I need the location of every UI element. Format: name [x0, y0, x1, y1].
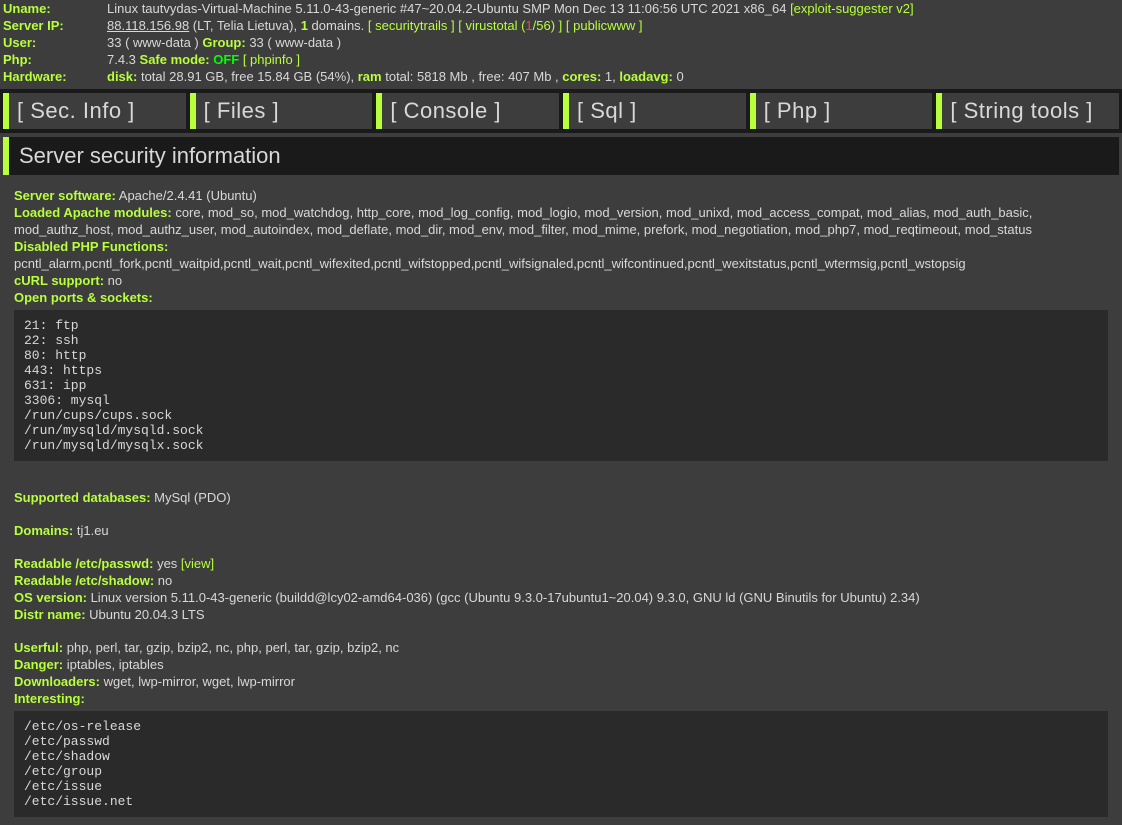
- domain-count: 1: [301, 18, 308, 33]
- tab-bar: [ Sec. Info ] [ Files ] [ Console ] [ Sq…: [0, 89, 1122, 133]
- downloaders-row: Downloaders: wget, lwp-mirror, wget, lwp…: [14, 673, 1108, 690]
- distr-label: Distr name:: [14, 607, 86, 622]
- disk-value: total 28.91 GB, free 15.84 GB (54%),: [137, 69, 357, 84]
- tab-files[interactable]: [ Files ]: [190, 93, 373, 129]
- curl-row: cURL support: no: [14, 272, 1108, 289]
- user-row: User:33 ( www-data ) Group: 33 ( www-dat…: [3, 34, 1119, 51]
- cores-value: 1,: [601, 69, 619, 84]
- uname-row: Uname:Linux tautvydas-Virtual-Machine 5.…: [3, 0, 1119, 17]
- php-row: Php:7.4.3 Safe mode: OFF [ phpinfo ]: [3, 51, 1119, 68]
- downloaders-label: Downloaders:: [14, 674, 100, 689]
- domains-row: Domains: tj1.eu: [14, 522, 1108, 539]
- disabled-fns-row: Disabled PHP Functions:: [14, 238, 1108, 255]
- ports-label-row: Open ports & sockets:: [14, 289, 1108, 306]
- tab-string-tools[interactable]: [ String tools ]: [936, 93, 1119, 129]
- distr-value: Ubuntu 20.04.3 LTS: [86, 607, 205, 622]
- spacer: [14, 473, 1108, 489]
- domains-value: tj1.eu: [73, 523, 108, 538]
- safemode-value: OFF: [210, 52, 243, 67]
- security-content: Server software: Apache/2.4.41 (Ubuntu) …: [0, 179, 1122, 825]
- exploit-suggester-link[interactable]: [exploit-suggester v2]: [790, 1, 914, 16]
- phpinfo-link[interactable]: [ phpinfo ]: [243, 52, 300, 67]
- serverip-value[interactable]: 88.118.156.98: [107, 18, 189, 33]
- userful-label: Userful:: [14, 640, 63, 655]
- disabled-fns-label: Disabled PHP Functions:: [14, 239, 168, 254]
- hardware-label: Hardware:: [3, 68, 107, 85]
- tab-console[interactable]: [ Console ]: [376, 93, 559, 129]
- shadow-value: no: [154, 573, 172, 588]
- safemode-label: Safe mode:: [140, 52, 210, 67]
- user-label: User:: [3, 34, 107, 51]
- os-label: OS version:: [14, 590, 87, 605]
- ports-label: Open ports & sockets:: [14, 290, 153, 305]
- os-row: OS version: Linux version 5.11.0-43-gene…: [14, 589, 1108, 606]
- ports-box: 21: ftp 22: ssh 80: http 443: https 631:…: [14, 310, 1108, 461]
- os-value: Linux version 5.11.0-43-generic (buildd@…: [87, 590, 920, 605]
- loadavg-value: 0: [673, 69, 684, 84]
- domains-label: Domains:: [14, 523, 73, 538]
- spacer: [14, 539, 1108, 555]
- section-title: Server security information: [3, 137, 1119, 175]
- system-header: Uname:Linux tautvydas-Virtual-Machine 5.…: [0, 0, 1122, 89]
- curl-label: cURL support:: [14, 273, 104, 288]
- disabled-fns-value: pcntl_alarm,pcntl_fork,pcntl_waitpid,pcn…: [14, 255, 1108, 272]
- apache-modules-row: Loaded Apache modules: core, mod_so, mod…: [14, 204, 1108, 238]
- tab-php[interactable]: [ Php ]: [750, 93, 933, 129]
- php-value: 7.4.3: [107, 52, 140, 67]
- apache-modules-label: Loaded Apache modules:: [14, 205, 172, 220]
- tab-sql[interactable]: [ Sql ]: [563, 93, 746, 129]
- interesting-box: /etc/os-release /etc/passwd /etc/shadow …: [14, 711, 1108, 817]
- php-label: Php:: [3, 51, 107, 68]
- group-value: 33 ( www-data ): [246, 35, 341, 50]
- server-software-value: Apache/2.4.41 (Ubuntu): [116, 188, 257, 203]
- securitytrails-link[interactable]: [ securitytrails ]: [368, 18, 455, 33]
- hardware-row: Hardware:disk: total 28.91 GB, free 15.8…: [3, 68, 1119, 85]
- spacer: [14, 506, 1108, 522]
- disk-label: disk:: [107, 69, 137, 84]
- spacer: [14, 623, 1108, 639]
- curl-value: no: [104, 273, 122, 288]
- serverip-row: Server IP:88.118.156.98 (LT, Telia Lietu…: [3, 17, 1119, 34]
- serverip-loc: (LT, Telia Lietuva),: [189, 18, 301, 33]
- interesting-label: Interesting:: [14, 691, 85, 706]
- cores-label: cores:: [562, 69, 601, 84]
- userful-value: php, perl, tar, gzip, bzip2, nc, php, pe…: [63, 640, 399, 655]
- server-software-label: Server software:: [14, 188, 116, 203]
- uname-value: Linux tautvydas-Virtual-Machine 5.11.0-4…: [107, 1, 786, 16]
- databases-label: Supported databases:: [14, 490, 151, 505]
- user-value: 33 ( www-data ): [107, 35, 202, 50]
- danger-row: Danger: iptables, iptables: [14, 656, 1108, 673]
- danger-label: Danger:: [14, 657, 63, 672]
- distr-row: Distr name: Ubuntu 20.04.3 LTS: [14, 606, 1108, 623]
- passwd-label: Readable /etc/passwd:: [14, 556, 153, 571]
- group-label: Group:: [202, 35, 245, 50]
- server-software-row: Server software: Apache/2.4.41 (Ubuntu): [14, 187, 1108, 204]
- databases-row: Supported databases: MySql (PDO): [14, 489, 1108, 506]
- shadow-row: Readable /etc/shadow: no: [14, 572, 1108, 589]
- domains-text: domains.: [308, 18, 368, 33]
- ram-label: ram: [358, 69, 382, 84]
- databases-value: MySql (PDO): [151, 490, 231, 505]
- userful-row: Userful: php, perl, tar, gzip, bzip2, nc…: [14, 639, 1108, 656]
- uname-label: Uname:: [3, 0, 107, 17]
- virustotal-link[interactable]: [ virustotal (1/56) ]: [458, 18, 562, 33]
- danger-value: iptables, iptables: [63, 657, 163, 672]
- publicwww-link[interactable]: [ publicwww ]: [566, 18, 643, 33]
- shadow-label: Readable /etc/shadow:: [14, 573, 154, 588]
- passwd-row: Readable /etc/passwd: yes [view]: [14, 555, 1108, 572]
- passwd-value: yes: [153, 556, 180, 571]
- tab-sec-info[interactable]: [ Sec. Info ]: [3, 93, 186, 129]
- downloaders-value: wget, lwp-mirror, wget, lwp-mirror: [100, 674, 295, 689]
- ram-value: total: 5818 Mb , free: 407 Mb ,: [382, 69, 563, 84]
- passwd-view-link[interactable]: [view]: [181, 556, 214, 571]
- serverip-label: Server IP:: [3, 17, 107, 34]
- loadavg-label: loadavg:: [619, 69, 672, 84]
- interesting-label-row: Interesting:: [14, 690, 1108, 707]
